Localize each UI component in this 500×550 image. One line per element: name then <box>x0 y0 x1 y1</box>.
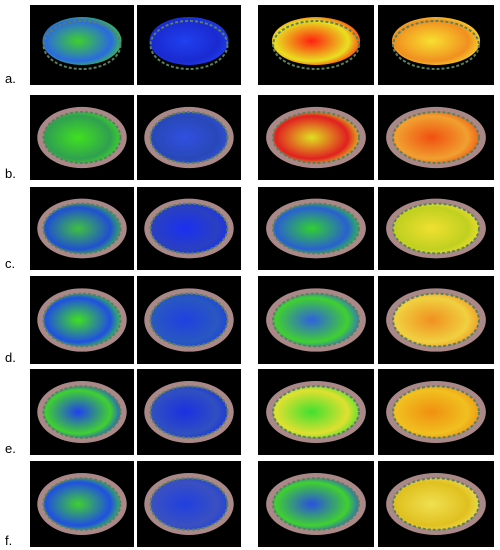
image-panel <box>137 276 241 364</box>
heatmap-edge <box>272 292 360 348</box>
row-label: c. <box>5 256 15 271</box>
image-panel <box>258 5 374 85</box>
heatmap-edge <box>149 202 229 255</box>
heatmap-region <box>271 17 361 65</box>
row-label: f. <box>5 533 12 548</box>
image-panel <box>137 461 241 547</box>
heatmap-edge <box>272 477 360 531</box>
heatmap-region <box>150 478 228 530</box>
image-panel <box>378 95 494 180</box>
heatmap-edge <box>392 20 480 70</box>
heatmap-region <box>150 112 228 163</box>
heatmap-region <box>393 112 479 163</box>
heatmap-edge <box>272 20 360 70</box>
image-panel <box>258 276 374 364</box>
heatmap-region <box>42 17 122 65</box>
heatmap-edge <box>149 111 229 164</box>
image-panel <box>30 369 134 455</box>
heatmap-region <box>150 386 228 438</box>
heatmap-edge <box>42 111 122 164</box>
image-panel <box>378 276 494 364</box>
heatmap-edge <box>42 477 122 531</box>
heatmap-edge <box>392 111 480 164</box>
heatmap-region <box>393 478 479 530</box>
row-label: b. <box>5 166 16 181</box>
image-panel <box>137 5 241 85</box>
row-label: e. <box>5 441 16 456</box>
heatmap-edge <box>149 385 229 439</box>
heatmap-region <box>43 386 121 438</box>
image-panel <box>258 369 374 455</box>
image-panel <box>30 5 134 85</box>
image-panel <box>30 461 134 547</box>
heatmap-edge <box>149 20 229 70</box>
heatmap-edge <box>149 477 229 531</box>
heatmap-region <box>393 386 479 438</box>
image-panel <box>378 5 494 85</box>
heatmap-edge <box>149 292 229 348</box>
image-panel <box>137 187 241 270</box>
heatmap-edge <box>392 202 480 255</box>
heatmap-region <box>273 478 359 530</box>
heatmap-region <box>273 112 359 163</box>
heatmap-edge <box>42 292 122 348</box>
heatmap-edge <box>392 477 480 531</box>
image-panel <box>137 95 241 180</box>
image-panel <box>30 276 134 364</box>
heatmap-region <box>43 203 121 254</box>
heatmap-edge <box>392 292 480 348</box>
image-panel <box>378 461 494 547</box>
heatmap-region <box>43 478 121 530</box>
heatmap-edge <box>392 385 480 439</box>
heatmap-region <box>149 17 229 65</box>
heatmap-region <box>273 386 359 438</box>
heatmap-region <box>150 293 228 347</box>
heatmap-edge <box>42 385 122 439</box>
heatmap-region <box>273 293 359 347</box>
image-panel <box>258 461 374 547</box>
heatmap-region <box>273 203 359 254</box>
image-panel <box>258 95 374 180</box>
image-panel <box>30 187 134 270</box>
image-panel <box>378 369 494 455</box>
heatmap-edge <box>42 20 122 70</box>
row-label: a. <box>5 71 16 86</box>
image-panel <box>258 187 374 270</box>
image-panel <box>30 95 134 180</box>
row-label: d. <box>5 350 16 365</box>
heatmap-region <box>150 203 228 254</box>
heatmap-edge <box>42 202 122 255</box>
heatmap-region <box>393 293 479 347</box>
heatmap-edge <box>272 202 360 255</box>
image-panel <box>137 369 241 455</box>
heatmap-region <box>393 203 479 254</box>
heatmap-edge <box>272 111 360 164</box>
heatmap-region <box>391 17 481 65</box>
heatmap-edge <box>272 385 360 439</box>
heatmap-region <box>43 112 121 163</box>
image-panel <box>378 187 494 270</box>
heatmap-region <box>43 293 121 347</box>
